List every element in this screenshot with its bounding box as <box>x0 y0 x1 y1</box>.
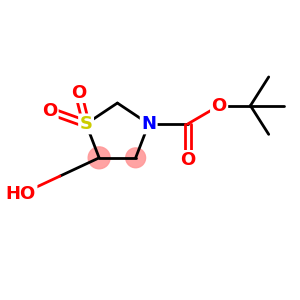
Text: S: S <box>80 115 93 133</box>
Text: O: O <box>180 152 196 169</box>
Circle shape <box>126 148 146 168</box>
Text: O: O <box>70 84 86 102</box>
Text: HO: HO <box>6 185 36 203</box>
Text: O: O <box>42 102 57 120</box>
Text: O: O <box>212 97 227 115</box>
Circle shape <box>88 147 110 169</box>
Text: N: N <box>141 115 156 133</box>
